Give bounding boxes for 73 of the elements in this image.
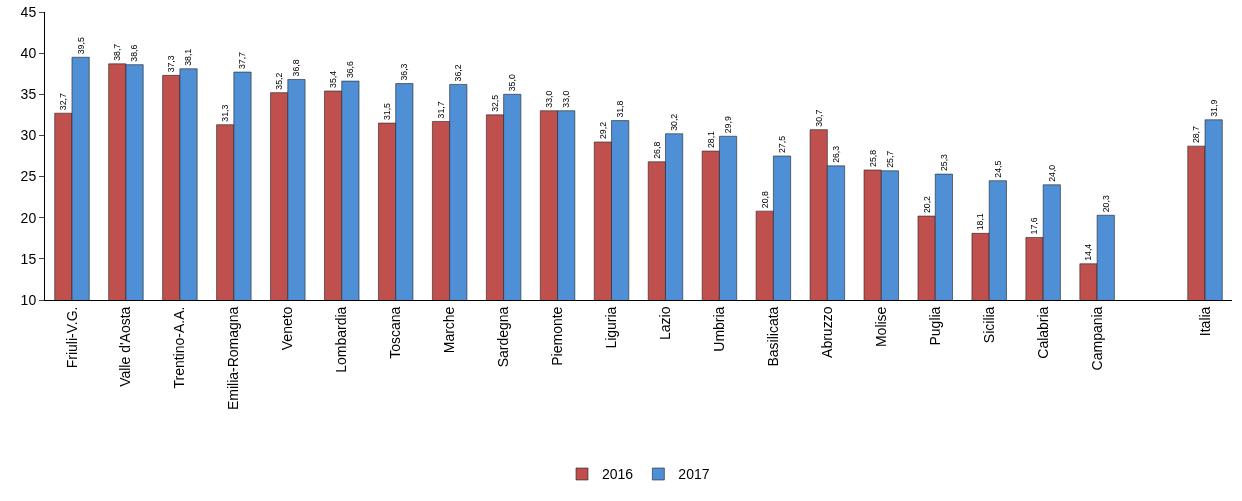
x-tick-label: Sardegna	[495, 306, 512, 368]
data-label: 31,8	[615, 100, 626, 118]
data-label: 35,4	[328, 70, 339, 88]
x-tick-label: Sicilia	[980, 306, 997, 344]
data-label: 38,7	[112, 43, 123, 61]
y-tick-label: 45	[20, 3, 37, 20]
data-label: 31,5	[381, 102, 392, 121]
x-tick-label: Trentino-A.A.	[171, 306, 188, 389]
data-label: 29,9	[722, 116, 733, 134]
x-tick-label: Piemonte	[549, 306, 566, 366]
data-label: 20,8	[759, 190, 770, 209]
y-tick-label: 15	[20, 250, 37, 267]
legend-label: 2016	[602, 466, 634, 483]
x-tick-label: Puglia	[926, 306, 943, 346]
x-tick-label: Umbria	[710, 306, 727, 352]
x-tick-label: Basilicata	[764, 306, 781, 367]
legend-label: 2017	[678, 466, 710, 483]
data-label: 26,8	[651, 141, 662, 159]
data-label: 26,3	[830, 145, 841, 163]
data-label: 33,0	[543, 90, 554, 108]
data-label: 32,5	[489, 94, 500, 112]
data-label: 24,0	[1046, 164, 1057, 182]
data-label: 20,3	[1100, 195, 1111, 213]
data-label: 36,2	[453, 64, 464, 82]
y-tick-label: 20	[20, 209, 37, 226]
data-label: 36,3	[399, 63, 410, 81]
y-tick-label: 35	[20, 86, 37, 103]
x-tick-label: Veneto	[279, 306, 296, 351]
data-label: 38,1	[183, 48, 194, 66]
data-label: 29,2	[597, 121, 608, 139]
data-label: 25,7	[884, 150, 895, 168]
data-label: 30,7	[813, 109, 824, 127]
data-label: 39,5	[75, 37, 86, 55]
x-tick-label: Campania	[1088, 306, 1105, 371]
data-label: 31,7	[435, 101, 446, 119]
data-label: 28,1	[705, 130, 716, 149]
x-tick-label: Calabria	[1034, 306, 1051, 359]
data-label: 17,6	[1029, 217, 1040, 235]
data-label: 35,0	[507, 74, 518, 92]
x-tick-label: Marche	[441, 306, 458, 354]
x-tick-label: Lazio	[657, 306, 674, 341]
x-tick-label: Italia	[1196, 306, 1213, 337]
data-label: 36,8	[291, 59, 302, 77]
data-label: 37,7	[237, 51, 248, 70]
y-tick-label: 40	[20, 45, 37, 62]
data-label: 36,6	[345, 60, 356, 79]
x-tick-label: Toscana	[387, 306, 404, 359]
data-label: 27,5	[776, 135, 787, 153]
x-tick-label: Valle d'Aosta	[117, 306, 134, 387]
y-tick-label: 25	[20, 168, 37, 185]
data-label: 35,2	[274, 72, 285, 90]
data-label: 33,0	[561, 90, 572, 108]
data-label: 38,6	[129, 44, 140, 62]
data-label: 28,7	[1191, 125, 1202, 144]
x-tick-label: Friuli-V.G.	[63, 306, 80, 369]
y-tick-label: 30	[20, 127, 37, 144]
data-label: 18,1	[975, 213, 986, 231]
x-tick-label: Emilia-Romagna	[225, 306, 242, 411]
x-tick-label: Liguria	[603, 306, 620, 349]
data-label: 25,8	[867, 149, 878, 167]
y-tick-label: 10	[20, 291, 37, 308]
x-tick-label: Abruzzo	[818, 306, 835, 358]
data-label: 37,3	[166, 55, 177, 73]
x-tick-label: Molise	[872, 306, 889, 348]
data-label: 32,7	[58, 93, 69, 111]
data-label: 25,3	[938, 153, 949, 172]
data-label: 31,3	[220, 104, 231, 122]
data-label: 31,9	[1208, 99, 1219, 117]
data-label: 20,2	[921, 195, 932, 214]
x-tick-label: Lombardia	[333, 306, 350, 373]
data-label: 30,2	[669, 113, 680, 131]
data-label: 14,4	[1083, 243, 1094, 261]
data-label: 24,5	[992, 160, 1003, 178]
